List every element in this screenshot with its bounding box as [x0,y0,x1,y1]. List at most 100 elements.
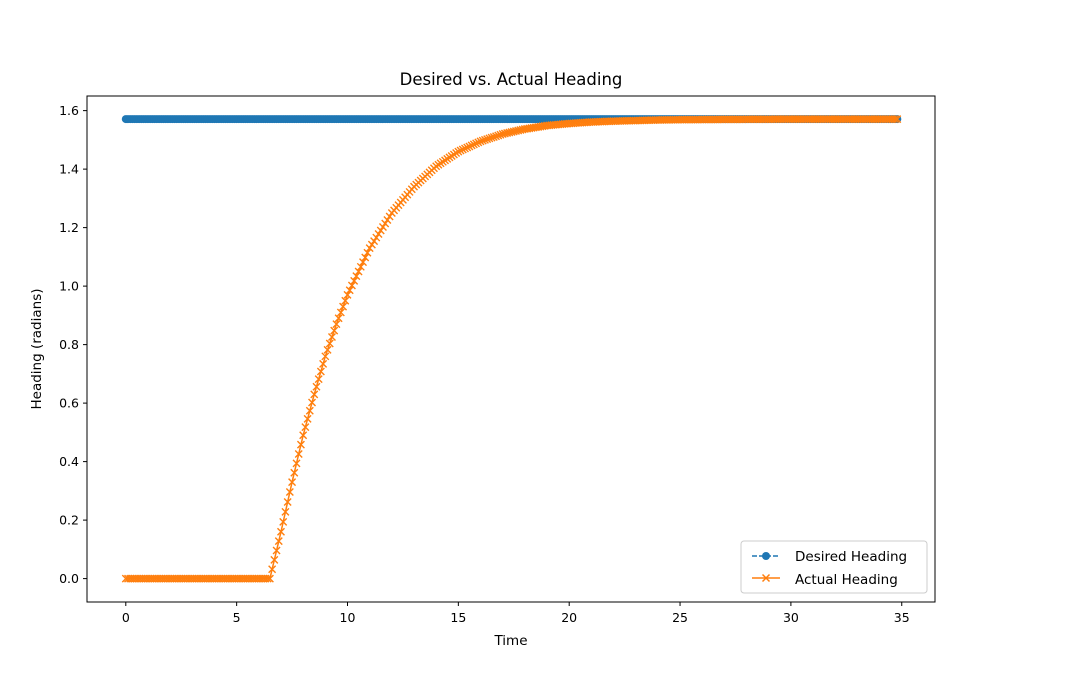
data-point [312,382,321,391]
chart-title: Desired vs. Actual Heading [400,70,623,89]
data-point [339,302,348,311]
data-point [314,375,323,384]
data-point [496,130,505,139]
x-axis-ticks: 0 5 10 15 20 25 30 35 [122,602,910,625]
data-point [480,135,489,144]
data-point [478,136,487,145]
data-point [327,333,336,342]
data-point [265,574,274,583]
data-point [283,497,292,506]
data-point [343,290,352,299]
data-point [494,131,503,140]
data-point [319,359,328,368]
data-point [321,352,330,361]
series-actual-heading [121,115,902,583]
data-point [347,281,356,290]
data-point [356,262,365,271]
data-point [463,143,472,152]
data-point [292,459,301,468]
x-tick-label: 35 [894,610,910,625]
data-point [354,267,363,276]
data-point [299,431,308,440]
data-point [350,276,359,285]
legend: Desired Heading Actual Heading [740,540,928,594]
data-point [285,488,294,497]
data-point [489,132,498,141]
data-point [301,423,310,432]
data-point [381,219,390,228]
y-tick-label: 1.2 [59,220,79,235]
data-point [279,517,288,526]
data-point [461,144,469,153]
legend-actual-label: Actual Heading [795,572,898,588]
data-point [485,134,494,143]
data-point [465,142,474,151]
data-point [308,398,317,407]
legend-desired-label: Desired Heading [795,549,907,565]
y-tick-label: 0.6 [59,396,79,411]
data-point [378,223,387,232]
data-point [334,314,343,323]
data-point [458,145,467,154]
series-layer [121,115,902,583]
data-point [467,141,476,150]
data-point [274,537,283,546]
data-point [372,233,381,242]
data-point [296,440,305,449]
data-point [270,555,279,564]
x-tick-label: 25 [672,610,688,625]
y-axis-ticks: 0.0 0.2 0.4 0.6 0.8 1.0 1.2 1.4 1.6 [59,103,87,586]
x-tick-label: 0 [122,610,130,625]
data-point [316,367,325,376]
y-tick-label: 0.8 [59,337,79,352]
data-point [325,339,334,348]
data-point [359,258,368,267]
data-point [294,450,303,458]
data-point [323,345,332,354]
data-point [330,326,339,335]
x-tick-label: 5 [233,610,241,625]
x-axis-label: Time [493,633,527,649]
x-tick-label: 30 [783,610,799,625]
data-point [476,137,485,146]
x-tick-label: 15 [450,610,466,625]
data-point [374,230,383,239]
y-tick-label: 0.0 [59,571,79,586]
data-point [272,546,281,555]
legend-actual-marker [761,573,771,583]
y-tick-label: 1.6 [59,103,79,118]
legend-box [740,540,928,594]
y-tick-label: 0.4 [59,454,79,469]
y-tick-label: 1.4 [59,162,79,177]
y-tick-label: 0.2 [59,513,79,528]
data-point [288,478,297,487]
data-point [891,115,900,124]
x-tick-label: 20 [561,610,577,625]
data-point [469,140,478,149]
plot-frame [86,95,936,603]
data-point [474,138,483,147]
data-point [483,135,492,144]
y-tick-label: 1.0 [59,279,79,294]
data-point [376,226,385,235]
data-point [365,244,374,253]
data-point [487,133,496,142]
data-point [336,308,345,317]
data-point [361,253,370,262]
data-point [454,147,463,156]
y-axis-label: Heading (radians) [29,288,45,409]
data-point [305,406,314,415]
data-point [383,216,392,225]
data-point [370,237,379,246]
legend-desired-marker [762,552,770,560]
data-point [893,115,902,124]
data-point [341,296,350,305]
data-point [345,286,354,295]
data-point [263,574,272,583]
data-point [367,240,376,249]
data-point [472,139,481,148]
data-point [456,146,465,155]
data-point [268,565,277,574]
data-point [276,527,285,536]
